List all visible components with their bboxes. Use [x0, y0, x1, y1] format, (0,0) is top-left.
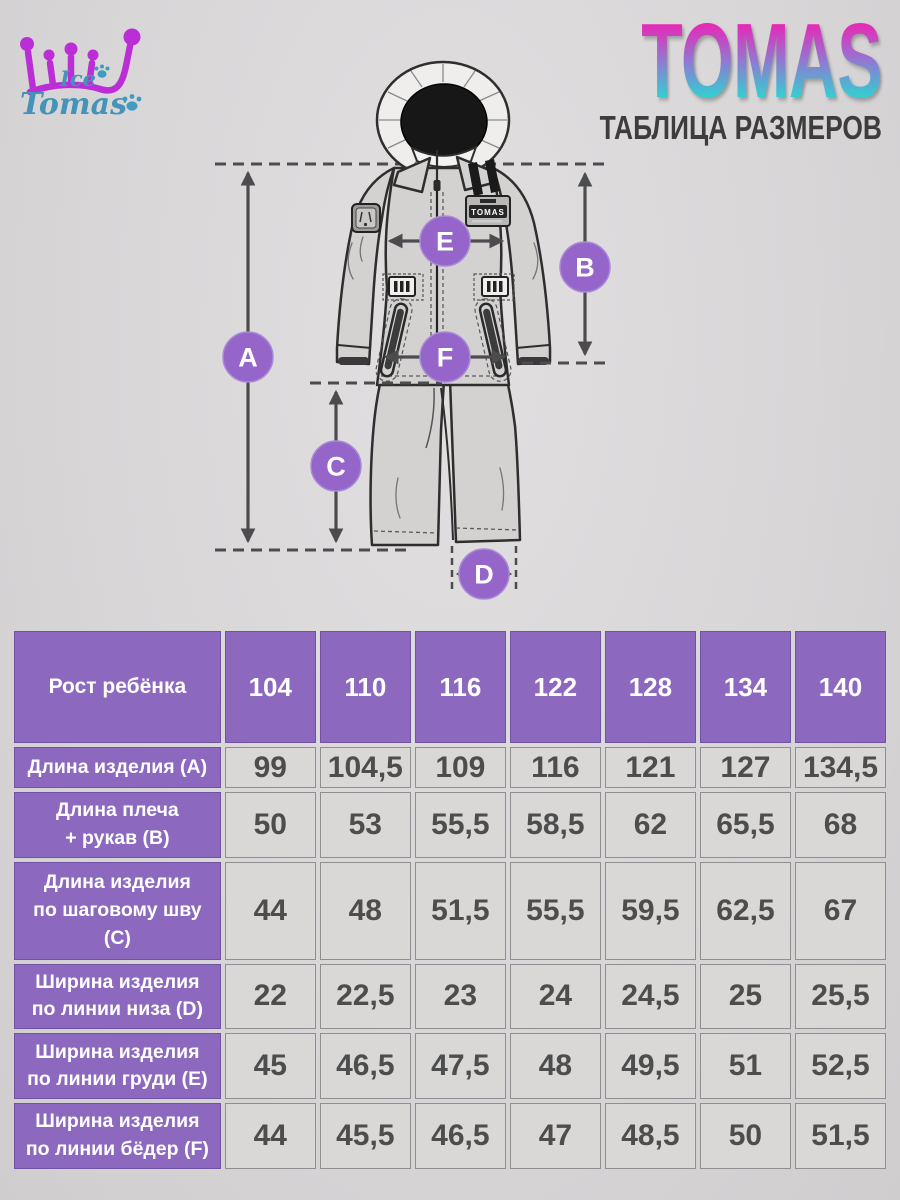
- cell: 65,5: [699, 792, 791, 859]
- cell: 68: [794, 792, 886, 859]
- cell: 24: [509, 963, 601, 1030]
- row-label-D: Ширина изделия по линии низа (D): [14, 963, 221, 1030]
- cell: 51,5: [794, 1103, 886, 1169]
- row-label-A: Длина изделия (А): [14, 747, 221, 789]
- paw-icon: [94, 64, 110, 78]
- cell: 25,5: [794, 963, 886, 1030]
- cell: 47,5: [414, 1033, 506, 1100]
- cell: 59,5: [604, 862, 696, 960]
- cell: 48,5: [604, 1103, 696, 1169]
- measure-letter-C: C: [326, 452, 346, 482]
- measure-letter-D: D: [474, 560, 494, 590]
- measure-letter-A: A: [238, 343, 258, 373]
- row-label-C: Длина изделия по шаговому шву (С): [14, 862, 221, 960]
- header-label-cell: Рост ребёнка: [14, 631, 221, 743]
- measure-circle-B: [559, 241, 611, 293]
- size-column-134: 134: [699, 631, 791, 743]
- size-diagram: TOMAS: [215, 60, 612, 600]
- logo-ice-text: Ice: [59, 66, 96, 91]
- measurement-annotations: A B C D E F: [215, 170, 612, 600]
- ice-tomas-logo: Ice Tomas: [20, 28, 142, 122]
- size-column-140: 140: [794, 631, 886, 743]
- size-table: Рост ребёнка 104 110 116 122 128 134 140…: [10, 627, 890, 1173]
- cell: 49,5: [604, 1033, 696, 1100]
- cell: 67: [794, 862, 886, 960]
- cell: 52,5: [794, 1033, 886, 1100]
- measure-letter-B: B: [575, 253, 595, 283]
- cell: 62,5: [699, 862, 791, 960]
- cell: 48: [319, 862, 411, 960]
- size-column-128: 128: [604, 631, 696, 743]
- cell: 53: [319, 792, 411, 859]
- brand-title: TOMAS: [641, 2, 882, 120]
- measure-circle-A: [222, 331, 274, 383]
- cell: 22,5: [319, 963, 411, 1030]
- size-column-104: 104: [224, 631, 316, 743]
- cell: 45,5: [319, 1103, 411, 1169]
- measure-circle-E: [419, 215, 471, 267]
- cell: 45: [224, 1033, 316, 1100]
- cell: 116: [509, 747, 601, 789]
- cell: 104,5: [319, 747, 411, 789]
- cell: 51,5: [414, 862, 506, 960]
- chest-patch: TOMAS: [465, 195, 511, 227]
- cell: 25: [699, 963, 791, 1030]
- measure-letter-E: E: [436, 227, 454, 257]
- cell: 46,5: [414, 1103, 506, 1169]
- measure-letter-F: F: [437, 343, 454, 373]
- cell: 24,5: [604, 963, 696, 1030]
- crown-icon: [24, 42, 134, 96]
- cell: 44: [224, 862, 316, 960]
- row-label-B: Длина плеча + рукав (В): [14, 792, 221, 859]
- table-row-hem-width-d: Ширина изделия по линии низа (D) 22 22,5…: [14, 963, 886, 1030]
- cell: 23: [414, 963, 506, 1030]
- row-label-F: Ширина изделия по линии бёдер (F): [14, 1103, 221, 1169]
- cell: 48: [509, 1033, 601, 1100]
- brand-block: TOMAS ТАБЛИЦА РАЗМЕРОВ: [506, 2, 883, 147]
- table-row-length-a: Длина изделия (А) 99 104,5 109 116 121 1…: [14, 747, 886, 789]
- cell: 44: [224, 1103, 316, 1169]
- pants-legs: [369, 378, 522, 547]
- shoulder-stripes: [468, 159, 500, 196]
- sleeve-patch: [351, 203, 381, 233]
- brand-subtitle: ТАБЛИЦА РАЗМЕРОВ: [599, 109, 882, 147]
- crown-jewels: [20, 28, 141, 61]
- cell: 50: [224, 792, 316, 859]
- cell: 50: [699, 1103, 791, 1169]
- cell: 62: [604, 792, 696, 859]
- measure-circle-D: [458, 548, 510, 600]
- size-column-122: 122: [509, 631, 601, 743]
- cell: 55,5: [414, 792, 506, 859]
- cell: 134,5: [794, 747, 886, 789]
- table-row-inseam-c: Длина изделия по шаговому шву (С) 44 48 …: [14, 862, 886, 960]
- paw-icon-2: [122, 94, 142, 111]
- table-header-row: Рост ребёнка 104 110 116 122 128 134 140: [14, 631, 886, 743]
- row-label-E: Ширина изделия по линии груди (Е): [14, 1033, 221, 1100]
- table-row-hip-width-f: Ширина изделия по линии бёдер (F) 44 45,…: [14, 1103, 886, 1169]
- table-row-chest-width-e: Ширина изделия по линии груди (Е) 45 46,…: [14, 1033, 886, 1100]
- logo-tomas-text: Tomas: [20, 87, 127, 122]
- cell: 58,5: [509, 792, 601, 859]
- cell: 46,5: [319, 1033, 411, 1100]
- cell: 109: [414, 747, 506, 789]
- cell: 47: [509, 1103, 601, 1169]
- size-column-116: 116: [414, 631, 506, 743]
- table-row-shoulder-sleeve-b: Длина плеча + рукав (В) 50 53 55,5 58,5 …: [14, 792, 886, 859]
- cell: 55,5: [509, 862, 601, 960]
- cell: 51: [699, 1033, 791, 1100]
- cell: 99: [224, 747, 316, 789]
- measure-circle-F: [419, 331, 471, 383]
- patch-brand-text: TOMAS: [471, 208, 505, 217]
- cell: 127: [699, 747, 791, 789]
- cell: 121: [604, 747, 696, 789]
- measure-circle-C: [310, 440, 362, 492]
- size-column-110: 110: [319, 631, 411, 743]
- waist-buckles: [382, 273, 515, 301]
- cell: 22: [224, 963, 316, 1030]
